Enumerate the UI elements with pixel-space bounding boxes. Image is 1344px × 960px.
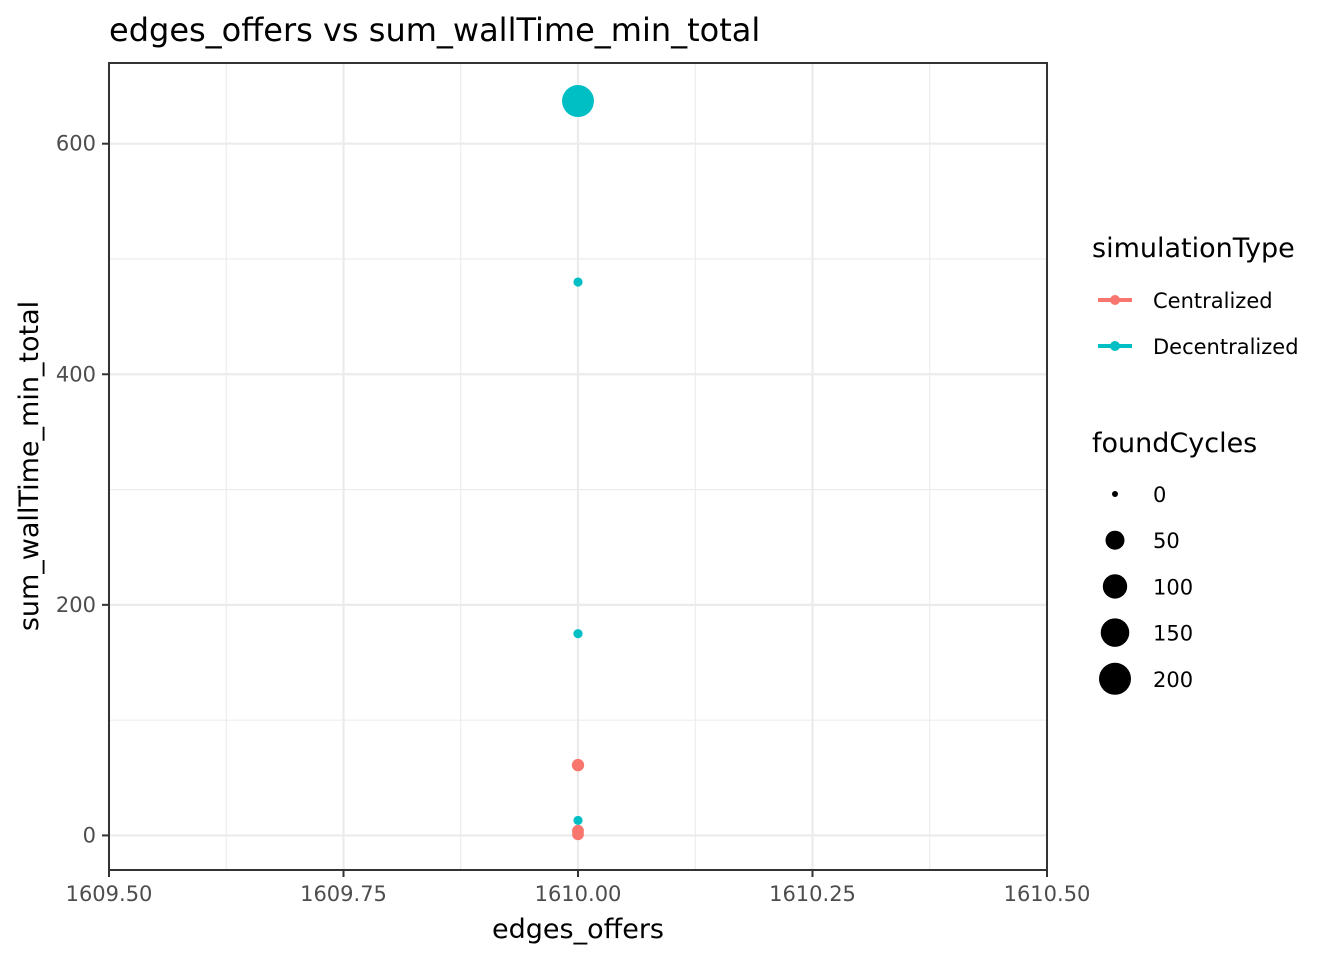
y-tick-label: 600 — [56, 132, 96, 156]
y-axis-title: sum_wallTime_min_total — [14, 301, 45, 631]
x-tick-label: 1610.50 — [1004, 882, 1091, 906]
y-axis: 0 200 400 600 — [56, 132, 109, 847]
color-legend-title: simulationType — [1092, 233, 1295, 264]
size-legend-title: foundCycles — [1092, 428, 1257, 459]
legend-size-label: 200 — [1153, 668, 1193, 692]
legend-label: Centralized — [1153, 289, 1273, 313]
x-tick-label: 1609.50 — [66, 882, 153, 906]
y-tick-label: 0 — [83, 823, 96, 847]
y-tick-label: 200 — [56, 593, 96, 617]
legend-size-key — [1112, 491, 1118, 497]
legend-size-label: 150 — [1153, 622, 1193, 646]
x-axis-title: edges_offers — [492, 914, 664, 945]
x-axis: 1609.50 1609.75 1610.00 1610.25 1610.50 — [66, 870, 1091, 906]
color-legend: simulationType Centralized Decentralized — [1092, 233, 1299, 359]
legend-size-key — [1099, 662, 1131, 695]
legend-size-label: 0 — [1153, 483, 1166, 507]
x-tick-label: 1610.25 — [769, 882, 856, 906]
legend-size-key — [1100, 618, 1130, 647]
legend-size-key — [1102, 574, 1128, 599]
data-point-decentralized — [573, 815, 583, 826]
legend-label: Decentralized — [1153, 335, 1299, 359]
legend-size-label: 50 — [1153, 529, 1180, 553]
chart-title: edges_offers vs sum_wallTime_min_total — [109, 11, 760, 49]
data-point-decentralized — [562, 85, 594, 118]
data-point-centralized — [572, 828, 584, 841]
data-points — [562, 85, 594, 841]
x-tick-label: 1609.75 — [300, 882, 387, 906]
legend-key-point — [1110, 295, 1120, 305]
size-legend: foundCycles 0 50 100 150 200 — [1092, 428, 1257, 695]
data-point-decentralized — [573, 629, 583, 639]
data-point-centralized — [571, 758, 585, 772]
y-tick-label: 400 — [56, 362, 96, 386]
x-tick-label: 1610.00 — [535, 882, 622, 906]
legend-size-label: 100 — [1153, 575, 1193, 599]
legend-size-key — [1105, 530, 1125, 550]
legend-key-point — [1110, 341, 1120, 351]
data-point-decentralized — [573, 277, 583, 287]
